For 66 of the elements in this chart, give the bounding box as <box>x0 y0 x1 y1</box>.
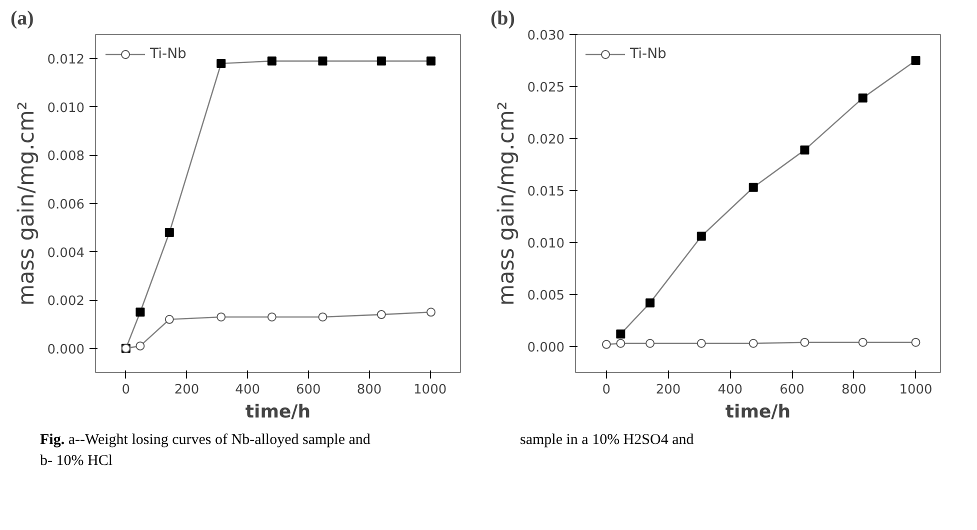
point <box>911 338 920 347</box>
x-tick-label: 200 <box>656 382 681 398</box>
x-tick-label: 1000 <box>414 382 447 398</box>
legend-label: Ti-Nb <box>630 46 666 62</box>
y-tick-label: 0.025 <box>527 80 564 96</box>
point <box>696 232 706 241</box>
x-tick-label: 800 <box>356 382 382 398</box>
point <box>858 338 868 347</box>
y-tick-label: 0.020 <box>527 132 564 148</box>
point <box>911 56 920 65</box>
x-tick-label: 800 <box>841 382 866 398</box>
point <box>136 308 145 317</box>
y-axis-title: mass gain/mg.cm² <box>14 101 40 306</box>
point <box>616 338 626 348</box>
point <box>164 228 174 237</box>
chart-title: (b) <box>490 8 515 30</box>
y-tick-label: 0.004 <box>47 246 84 261</box>
point <box>318 312 328 322</box>
point <box>216 58 226 68</box>
y-tick-label: 0.015 <box>527 184 564 200</box>
point <box>858 93 868 102</box>
point <box>646 338 655 348</box>
y-tick-label: 0.006 <box>47 198 84 212</box>
point <box>748 338 758 348</box>
y-axis-title: mass gain/mg.cm² <box>494 101 520 306</box>
point <box>426 308 436 317</box>
x-tick-label: 0 <box>122 382 130 398</box>
point <box>646 298 655 308</box>
y-tick-label: 0.008 <box>47 149 84 164</box>
x-tick-label: 200 <box>174 382 200 398</box>
point <box>267 312 276 322</box>
y-tick-label: 0.000 <box>47 342 84 358</box>
y-tick-label: 0.012 <box>47 52 84 68</box>
point <box>800 338 810 347</box>
x-tick-label: 400 <box>718 382 743 398</box>
x-axis-title: time/h <box>725 402 791 422</box>
x-tick-label: 600 <box>296 382 321 398</box>
x-axis-title: time/h <box>245 402 311 422</box>
y-tick-label: 0.005 <box>527 288 564 304</box>
x-tick-label: 400 <box>235 382 260 398</box>
point <box>426 56 436 66</box>
point <box>616 330 626 339</box>
y-tick-label: 0.030 <box>527 28 564 44</box>
point <box>376 310 386 320</box>
x-tick-label: 600 <box>780 382 804 398</box>
text: b- 10% HCl <box>40 453 112 470</box>
x-tick-label: 1000 <box>899 382 932 398</box>
y-tick-label: 0.000 <box>527 340 564 356</box>
point <box>267 56 276 66</box>
point <box>318 56 328 66</box>
text: Fig. a--Weight losing curves of Nb-alloyed sample and <box>40 432 370 448</box>
y-tick-label: 0.010 <box>527 236 564 252</box>
point <box>602 340 611 349</box>
point <box>696 338 706 348</box>
point <box>376 56 386 66</box>
point <box>216 312 226 322</box>
point <box>748 182 758 192</box>
legend-label: Ti-Nb <box>150 46 186 62</box>
x-tick-label: 0 <box>602 382 611 398</box>
point <box>164 314 174 324</box>
y-tick-label: 0.002 <box>47 294 84 310</box>
point <box>800 145 810 154</box>
y-tick-label: 0.010 <box>47 100 84 116</box>
point <box>136 341 145 350</box>
chart-title: (a) <box>10 8 34 30</box>
text: sample in a 10% H2SO4 and <box>520 431 694 450</box>
